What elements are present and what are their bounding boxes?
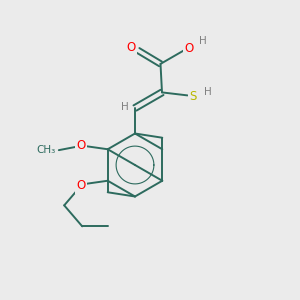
Text: H: H <box>204 87 212 97</box>
Text: H: H <box>199 36 206 46</box>
Text: O: O <box>76 139 85 152</box>
Text: H: H <box>121 101 128 112</box>
Text: CH₃: CH₃ <box>37 145 56 155</box>
Text: O: O <box>185 42 194 55</box>
Text: S: S <box>189 90 197 104</box>
Text: O: O <box>127 41 136 54</box>
Text: O: O <box>76 179 85 192</box>
